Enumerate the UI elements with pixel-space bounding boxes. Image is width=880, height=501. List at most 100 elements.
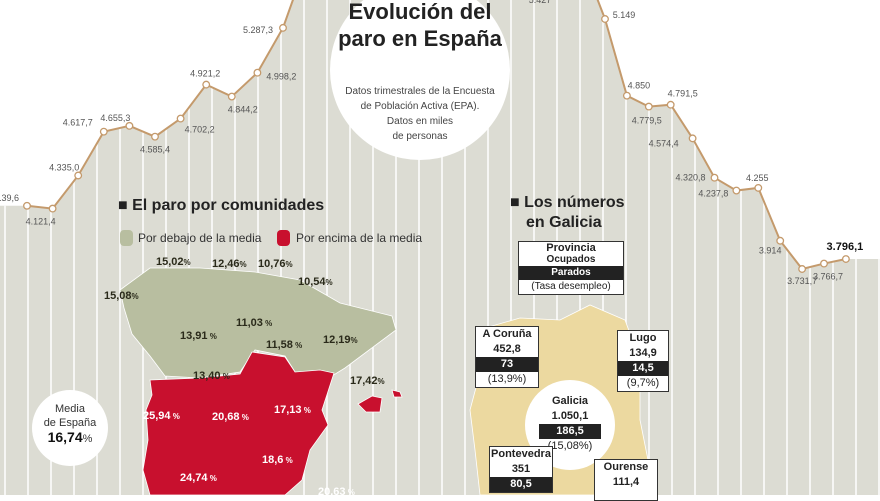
total-name: Galicia [551, 395, 589, 407]
province-name: Ourense [603, 461, 649, 473]
region-rate-value: 18,6 [262, 454, 284, 466]
data-point [820, 259, 828, 268]
region-rate-unit: % [131, 292, 139, 301]
data-point [202, 80, 211, 89]
region-rate-value: 13,91 [180, 330, 208, 342]
data-label: 4.702,2 [185, 125, 215, 135]
region-rate-label: 10,76% [258, 258, 293, 270]
media-unit: % [82, 433, 93, 445]
data-label: 4.320,8 [675, 173, 705, 183]
data-label: 3.796,1 [827, 241, 864, 253]
data-point [841, 255, 850, 263]
data-label: 4.655,3 [100, 113, 130, 123]
data-label: 4.237,8 [698, 189, 728, 199]
data-label: 4.574,4 [649, 138, 679, 148]
media-value: 16,74 [47, 429, 83, 445]
data-label: 5.287,3 [243, 25, 273, 35]
province-tasa: (13,9%) [487, 373, 527, 385]
key-provincia: Provincia [546, 242, 596, 254]
region-rate-value: 12,46 [212, 258, 240, 270]
galicia-heading: ■ Los números [510, 194, 625, 211]
region-rate-unit: % [220, 372, 230, 381]
data-point [710, 173, 719, 182]
region-rate-label: 13,40 % [193, 370, 230, 382]
data-point [151, 132, 159, 141]
data-point [622, 91, 631, 100]
data-point [23, 201, 31, 210]
region-rate-unit: % [170, 412, 180, 421]
province-parados: 14,5 [618, 361, 668, 376]
spain-average-badge: Media de España 16,74% [32, 390, 108, 466]
region-rate-unit: % [285, 260, 293, 269]
region-rate-unit: % [325, 278, 333, 287]
legend-above-label: Por encima de la media [296, 231, 423, 245]
galicia-key-box: Provincia Ocupados Parados (Tasa desempl… [518, 241, 624, 295]
region-rate-label: 10,54% [298, 276, 333, 288]
data-label: 4.585,4 [140, 145, 170, 155]
region-rate-value: 25,94 [143, 410, 171, 422]
region-rate-label: 15,08% [104, 290, 139, 302]
galicia-heading-line1: Los números [524, 194, 625, 211]
region-rate-label: 15,02% [156, 256, 191, 268]
data-point [798, 265, 807, 273]
comunidades-heading-text: El paro por comunidades [132, 197, 325, 214]
region-rate-unit: % [292, 341, 303, 350]
data-label: 4.121,4 [26, 217, 56, 227]
region-rate-label: 12,19% [323, 334, 358, 346]
region-rate-label: 20,68 % [212, 411, 249, 423]
legend-below-label: Por debajo de la media [138, 231, 262, 245]
region-rate-value: 11,03 [236, 317, 263, 329]
region-rate-value: 20,68 [212, 411, 240, 423]
data-label: 4.791,5 [668, 89, 698, 99]
comunidades-heading: ■ El paro por comunidades [118, 197, 325, 214]
region-rate-unit: % [207, 474, 217, 483]
region-rate-label: 17,42% [350, 375, 385, 387]
map-balearic-islands [357, 395, 383, 413]
chart-subtitle: Datos trimestrales de la Encuesta de Pob… [330, 84, 510, 144]
title-circle: Evolución del paro en España Datos trime… [330, 0, 510, 160]
data-label: 4.139,6 [0, 193, 19, 203]
province-name: Pontevedra [491, 448, 551, 460]
data-label: 4.335,0 [49, 162, 79, 172]
region-rate-value: 24,74 [180, 472, 208, 484]
region-rate-unit: % [262, 319, 273, 328]
region-rate-label: 17,13 % [274, 404, 311, 416]
region-rate-unit: % [183, 258, 191, 267]
key-ocupados: Ocupados [546, 254, 596, 265]
region-rate-unit: % [239, 413, 249, 422]
province-box-a-coruna: A Coruña 452,8 73 (13,9%) [475, 326, 539, 388]
region-rate-value: 10,54 [298, 276, 326, 288]
data-label: 4.779,5 [632, 116, 662, 126]
data-point [732, 186, 741, 195]
region-rate-value: 20,63 [318, 486, 346, 498]
subtitle-line: Datos trimestrales de la Encuesta [345, 86, 495, 97]
data-label: 5.149 [613, 10, 636, 20]
media-line1: Media [55, 403, 85, 415]
province-name: A Coruña [482, 328, 532, 340]
data-point [776, 236, 785, 245]
region-rate-value: 12,19 [323, 334, 351, 346]
data-point [99, 127, 108, 136]
data-label: 3.914 [759, 246, 782, 256]
province-box-pontevedra: Pontevedra 351 80,5 [489, 446, 553, 493]
province-tasa: (9,7%) [626, 377, 660, 389]
region-rate-unit: % [283, 456, 293, 465]
region-rate-label: 18,6 % [262, 454, 293, 466]
region-rate-unit: % [345, 488, 355, 497]
province-parados: 73 [476, 357, 538, 372]
data-label: 4.844,2 [228, 105, 258, 115]
region-rate-value: 17,42 [350, 375, 378, 387]
region-rate-unit: % [350, 336, 358, 345]
map-balearic-islands-2 [391, 389, 403, 398]
region-rate-unit: % [301, 406, 311, 415]
subtitle-line: Datos en miles [386, 116, 454, 127]
region-rate-value: 15,02 [156, 256, 184, 268]
data-point [125, 121, 134, 130]
region-rate-value: 17,13 [274, 404, 302, 416]
region-rate-unit: % [239, 260, 247, 269]
region-rate-unit: % [377, 377, 385, 386]
region-rate-label: 20,63 % [318, 486, 355, 498]
peak-label: 5.427 [529, 0, 552, 5]
data-label: 4.998,2 [266, 72, 296, 82]
data-label: 3.766,7 [813, 272, 843, 282]
